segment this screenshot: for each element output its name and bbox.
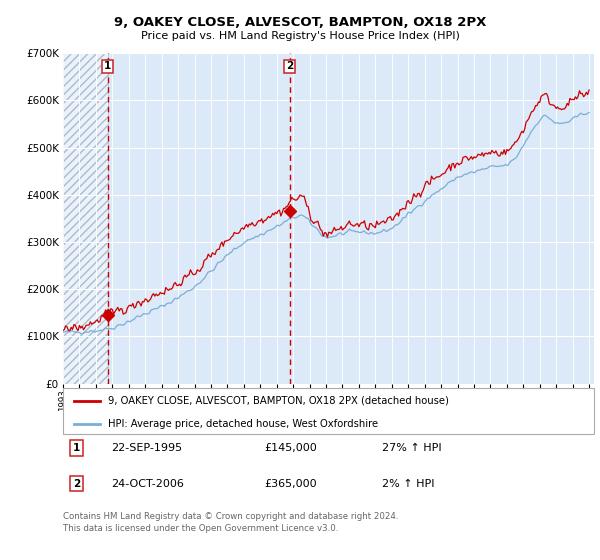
Text: £145,000: £145,000 (265, 443, 317, 453)
Text: 1: 1 (73, 443, 80, 453)
Text: HPI: Average price, detached house, West Oxfordshire: HPI: Average price, detached house, West… (108, 419, 378, 429)
Text: 2% ↑ HPI: 2% ↑ HPI (382, 479, 434, 489)
Text: 22-SEP-1995: 22-SEP-1995 (111, 443, 182, 453)
Text: £365,000: £365,000 (265, 479, 317, 489)
Text: 27% ↑ HPI: 27% ↑ HPI (382, 443, 441, 453)
Text: 9, OAKEY CLOSE, ALVESCOT, BAMPTON, OX18 2PX: 9, OAKEY CLOSE, ALVESCOT, BAMPTON, OX18 … (114, 16, 486, 29)
FancyBboxPatch shape (63, 388, 594, 434)
Text: Price paid vs. HM Land Registry's House Price Index (HPI): Price paid vs. HM Land Registry's House … (140, 31, 460, 41)
Text: 2: 2 (73, 479, 80, 489)
Text: 1: 1 (104, 62, 112, 72)
Text: 2: 2 (286, 62, 293, 72)
Text: 9, OAKEY CLOSE, ALVESCOT, BAMPTON, OX18 2PX (detached house): 9, OAKEY CLOSE, ALVESCOT, BAMPTON, OX18 … (108, 396, 449, 406)
Text: 24-OCT-2006: 24-OCT-2006 (111, 479, 184, 489)
Text: Contains HM Land Registry data © Crown copyright and database right 2024.
This d: Contains HM Land Registry data © Crown c… (63, 512, 398, 534)
